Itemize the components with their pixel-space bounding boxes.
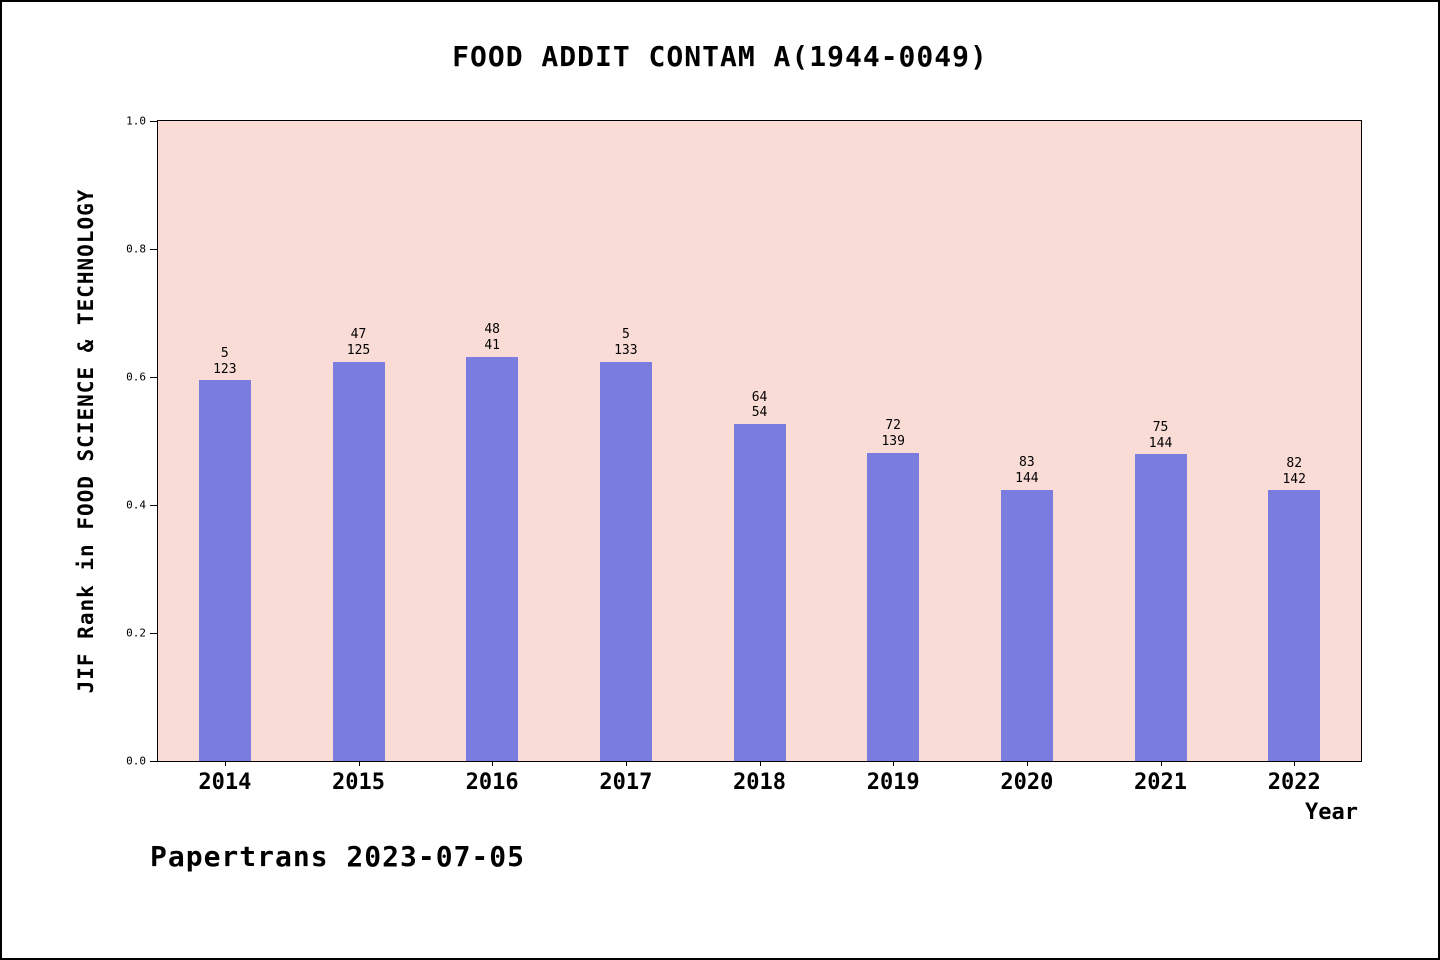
footer-note: Papertrans 2023-07-05 bbox=[150, 840, 526, 873]
bar-2021 bbox=[1134, 454, 1187, 761]
bar-slot-2015: 47 125 2015 bbox=[292, 121, 426, 795]
x-tick-mark bbox=[492, 761, 494, 766]
bar-2019 bbox=[867, 452, 920, 761]
bar-2015 bbox=[332, 361, 385, 761]
y-tick-label: 0.0 bbox=[126, 754, 146, 768]
x-tick-label-2014: 2014 bbox=[198, 770, 252, 795]
x-tick-mark bbox=[358, 761, 360, 766]
bar-2017 bbox=[599, 361, 652, 761]
x-tick-mark bbox=[625, 761, 627, 766]
y-axis-label: JIF Rank in FOOD SCIENCE & TECHNOLOGY bbox=[74, 188, 98, 694]
bar-value-label: 72 139 bbox=[881, 418, 905, 449]
y-tick-mark bbox=[150, 249, 158, 250]
bar-value-label: 64 54 bbox=[751, 389, 768, 421]
bar-value-label: 83 144 bbox=[1015, 455, 1039, 487]
y-tick-label: 0.2 bbox=[126, 626, 146, 640]
bar-2020 bbox=[1000, 489, 1053, 761]
bar-value-label: 75 144 bbox=[1148, 420, 1173, 451]
y-tick-label: 0.8 bbox=[126, 242, 146, 256]
bar-value-label: 47 125 bbox=[346, 327, 371, 359]
y-tick-mark bbox=[150, 377, 158, 378]
y-tick-mark bbox=[150, 121, 158, 122]
x-tick-label-2016: 2016 bbox=[465, 770, 519, 795]
bar-slot-2022: 82 142 2022 bbox=[1227, 121, 1361, 795]
bar-slot-2016: 48 41 2016 bbox=[425, 121, 559, 795]
x-tick-mark bbox=[759, 761, 761, 766]
x-tick-label-2020: 2020 bbox=[1000, 770, 1054, 795]
x-tick-label-2022: 2022 bbox=[1267, 770, 1321, 795]
y-tick-mark bbox=[150, 633, 158, 634]
x-tick-label-2017: 2017 bbox=[599, 770, 653, 795]
bars-container: 5 123 2014 47 125 2015 48 41 2016 5 133 2017 64 54 201… bbox=[158, 121, 1361, 795]
bar-slot-2020: 83 144 2020 bbox=[960, 121, 1094, 795]
bar-value-label: 5 133 bbox=[614, 327, 638, 359]
bar-value-label: 82 142 bbox=[1282, 456, 1306, 487]
y-tick-mark bbox=[150, 505, 158, 506]
x-axis-label: Year bbox=[1305, 800, 1358, 825]
bar-slot-2014: 5 123 2014 bbox=[158, 121, 292, 795]
bar-2022 bbox=[1268, 490, 1321, 761]
bar-2016 bbox=[466, 356, 519, 761]
x-tick-label-2015: 2015 bbox=[332, 770, 385, 795]
x-tick-mark bbox=[1294, 761, 1296, 766]
bar-slot-2021: 75 144 2021 bbox=[1094, 121, 1228, 795]
bar-slot-2019: 72 139 2019 bbox=[826, 121, 960, 795]
x-tick-mark bbox=[1026, 761, 1028, 766]
bar-slot-2018: 64 54 2018 bbox=[693, 121, 827, 795]
x-tick-label-2019: 2019 bbox=[866, 770, 920, 795]
bar-2018 bbox=[733, 423, 786, 761]
x-tick-mark bbox=[224, 761, 226, 766]
x-tick-mark bbox=[1160, 761, 1162, 766]
x-tick-label-2021: 2021 bbox=[1134, 770, 1188, 795]
y-tick-mark bbox=[150, 761, 158, 762]
x-tick-mark bbox=[893, 761, 895, 766]
y-tick-label: 0.6 bbox=[126, 370, 146, 384]
x-tick-label-2018: 2018 bbox=[733, 770, 787, 795]
bar-slot-2017: 5 133 2017 bbox=[559, 121, 693, 795]
y-tick-label: 0.4 bbox=[126, 498, 146, 512]
y-tick-label: 1.0 bbox=[126, 114, 146, 128]
bar-value-label: 48 41 bbox=[484, 322, 500, 353]
bar-2014 bbox=[198, 380, 251, 761]
chart-title: FOOD ADDIT CONTAM A(1944-0049) bbox=[452, 40, 988, 73]
plot-area: 5 123 2014 47 125 2015 48 41 2016 5 133 2017 64 54 201… bbox=[126, 115, 1362, 795]
bar-value-label: 5 123 bbox=[213, 346, 237, 377]
